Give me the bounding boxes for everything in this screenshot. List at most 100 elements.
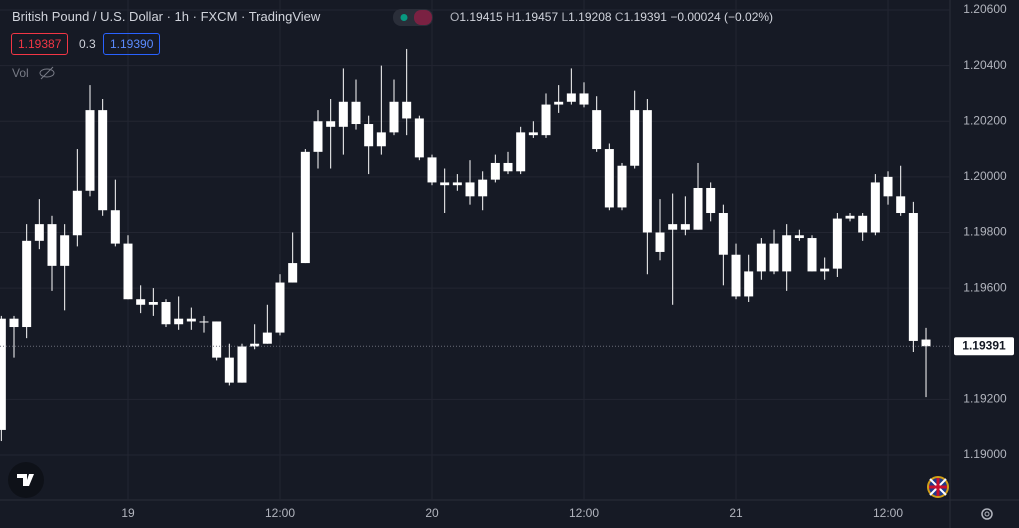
candle-body: [72, 190, 82, 236]
candle-body: [579, 93, 589, 105]
x-tick-label: 21: [729, 506, 743, 520]
candle-body: [655, 232, 665, 252]
candle-body: [161, 302, 171, 325]
candle-body: [452, 182, 462, 186]
candle-body: [794, 235, 804, 239]
y-tick-label: 1.19800: [963, 225, 1007, 239]
candle-body: [908, 213, 918, 341]
candle-body: [896, 196, 906, 214]
candle-body: [34, 224, 44, 241]
candle-body: [338, 101, 348, 127]
ohlc-value: 1.19415: [459, 10, 503, 24]
y-tick-label: 1.20600: [963, 2, 1007, 16]
change: −0.00024 (−0.02%): [670, 10, 774, 24]
candle-body: [756, 243, 766, 272]
settings-icon[interactable]: [981, 508, 993, 520]
x-tick-label: 12:00: [873, 506, 903, 520]
candle-body: [693, 187, 703, 230]
candle-body: [186, 318, 196, 322]
candle-body: [262, 332, 272, 344]
candle-body: [744, 271, 754, 297]
candle-body: [250, 343, 260, 347]
candle-body: [858, 215, 868, 233]
candle-body: [85, 110, 95, 191]
candle-body: [364, 124, 374, 147]
y-tick-label: 1.20000: [963, 169, 1007, 183]
candle-body: [630, 110, 640, 166]
candle-body: [807, 238, 817, 272]
tradingview-logo: [8, 462, 44, 498]
candle-body: [478, 179, 488, 197]
y-tick-label: 1.20400: [963, 58, 1007, 72]
ohlc-value: 1.19457: [514, 10, 559, 24]
candle-body: [212, 321, 222, 358]
candle-body: [98, 110, 108, 211]
candle-body: [680, 224, 690, 230]
candle-body: [123, 243, 133, 300]
candle-body: [22, 240, 32, 328]
candle-body: [237, 346, 247, 383]
candle-body: [174, 318, 184, 325]
candle-body: [718, 213, 728, 255]
ohlc-label: C: [614, 10, 624, 24]
last-price-tag: [954, 337, 1014, 356]
candle-body: [490, 162, 500, 180]
eye-icon[interactable]: [39, 66, 55, 80]
candle-body: [148, 302, 158, 305]
x-tick-label: 19: [121, 506, 135, 520]
candle-body: [440, 182, 450, 186]
candle-body: [554, 101, 564, 105]
candle-body: [528, 132, 538, 136]
candle-body: [300, 151, 310, 264]
candle-body: [706, 187, 716, 214]
candle-body: [136, 299, 146, 305]
candle-body: [0, 318, 6, 430]
candle-body: [782, 235, 792, 272]
candle-body: [668, 224, 678, 230]
candle-body: [47, 224, 57, 266]
candle-body: [731, 254, 741, 297]
x-tick-label: 20: [425, 506, 439, 520]
x-tick-label: 12:00: [569, 506, 599, 520]
candle-body: [199, 321, 209, 323]
candle-body: [9, 318, 19, 328]
candle-body: [769, 243, 779, 272]
candle-body: [820, 268, 830, 272]
y-tick-label: 1.19000: [963, 447, 1007, 461]
bid-price[interactable]: 1.19387: [11, 33, 69, 55]
candle-body: [832, 218, 842, 269]
candle-body: [376, 132, 386, 147]
candle-body: [414, 118, 424, 158]
candle-body: [465, 182, 475, 197]
candle-body: [110, 210, 120, 244]
candle-body: [503, 162, 513, 172]
candle-body: [275, 282, 285, 333]
candle-body: [427, 157, 437, 183]
last-price-label: 1.19391: [962, 338, 1006, 352]
candle-body: [224, 357, 234, 383]
candle-body: [326, 121, 336, 127]
volume-label: Vol: [12, 66, 29, 80]
ohlc-value: 1.19208: [568, 10, 612, 24]
uk-flag-icon: [927, 476, 949, 498]
ask-price[interactable]: 1.19390: [103, 33, 161, 55]
candle-body: [845, 215, 855, 219]
ohlc-value: 1.19391: [623, 10, 667, 24]
toggle[interactable]: [393, 9, 433, 26]
axes: 1.20600 1.20400 1.20200 1.20000 1.19800 1.196…: [0, 2, 1014, 520]
candle-body: [60, 235, 70, 266]
candle-body: [870, 182, 880, 233]
chart-title: British Pound / U.S. Dollar · 1h · FXCM …: [12, 9, 321, 24]
y-tick-label: 1.19200: [963, 392, 1007, 406]
y-tick-label: 1.20200: [963, 113, 1007, 127]
candle-body: [516, 132, 526, 172]
grid: [0, 0, 950, 500]
candles: [0, 48, 931, 442]
ohlc-readout: O1.19415 H1.19457 L1.19208 C1.19391 −0.0…: [450, 10, 773, 24]
ohlc-label: O: [450, 10, 460, 24]
candle-body: [541, 104, 551, 136]
candle-body: [921, 339, 931, 347]
candle-body: [351, 101, 361, 125]
